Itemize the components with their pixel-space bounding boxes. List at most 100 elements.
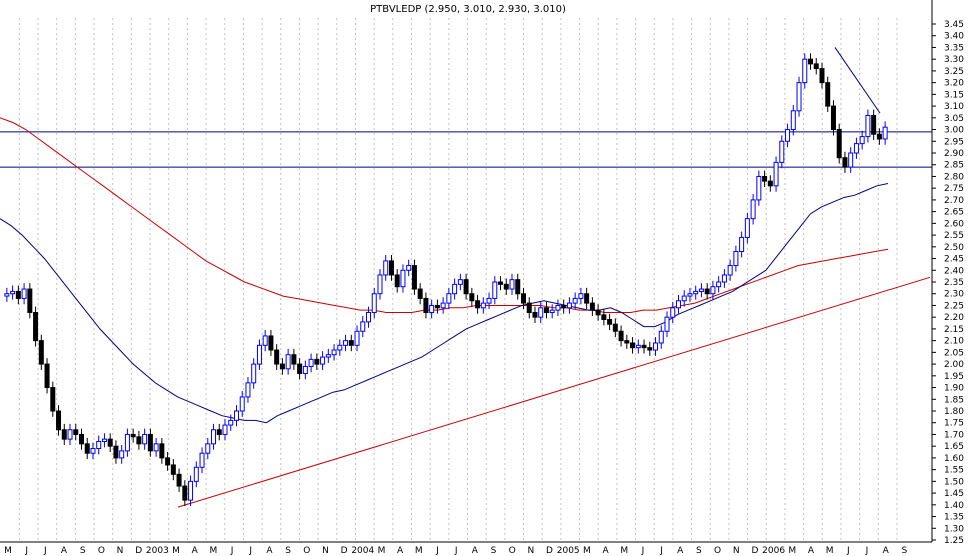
x-tick-label: A [266,546,273,556]
y-tick-label: 2.60 [944,219,964,229]
candle-body [750,199,756,220]
candle-body [796,82,802,112]
y-tick-label: 2.85 [944,161,964,171]
x-tick-label: N [322,546,329,556]
candle-body [216,429,222,435]
candle-body [555,304,561,311]
candle-body [865,114,871,138]
candle-body [130,433,136,438]
candle-body [612,323,618,332]
x-tick-label: J [435,546,439,556]
y-tick-label: 2.45 [944,255,964,265]
candle-body [739,236,745,253]
candle-body [44,363,50,389]
y-tick-label: 2.55 [944,231,964,241]
x-tick-label: J [865,546,869,556]
candle-body [584,293,590,304]
y-tick-label: 1.70 [944,430,964,440]
candle-body [733,251,739,267]
candle-body [84,443,90,454]
candle-body [498,281,504,285]
candle-body [848,152,854,168]
candle-body [262,335,268,346]
y-tick-label: 2.40 [944,266,964,276]
candle-body [136,436,142,445]
candle-body [159,443,165,459]
candle-body [308,358,314,367]
candle-body [549,309,555,313]
y-tick-label: 3.30 [944,55,964,65]
y-tick-label: 1.30 [944,524,964,534]
candle-body [641,344,647,349]
candle-body [377,274,383,295]
candle-body [457,279,463,285]
candle-body [394,274,400,288]
candle-body [538,307,544,318]
candle-body [354,330,360,346]
candle-body [228,419,234,426]
x-tick-label: A [677,546,684,556]
candle-body [400,269,406,288]
y-tick-label: 3.25 [944,67,964,77]
candle-body [607,319,613,325]
candle-body [647,347,653,351]
x-tick-label: D [135,546,142,556]
x-tick-label: N [527,546,534,556]
x-tick-label: M [620,546,628,556]
candle-body [790,110,796,131]
candle-body [360,321,366,332]
candle-body [779,140,785,163]
candle-body [480,302,486,309]
y-tick-label: 2.05 [944,348,964,358]
y-tick-label: 2.25 [944,301,964,311]
candle-body [371,293,377,313]
candle-body [446,293,452,304]
candle-body [762,175,768,182]
candle-body [268,335,274,351]
candle-body [595,309,601,316]
x-tick-label: 2005 [557,546,580,556]
y-tick-label: 1.45 [944,489,964,499]
candle-body [61,429,67,440]
candle-body [808,58,814,65]
candle-body [233,410,239,421]
candle-body [199,452,205,468]
x-tick-label: M [378,546,386,556]
x-tick-label: J [846,546,850,556]
candle-body [50,387,56,412]
candle-body [630,342,636,349]
y-tick-label: 2.30 [944,290,964,300]
candle-body [876,133,882,140]
candle-body [182,485,188,501]
candle-body [256,344,262,365]
candle-body [830,105,836,131]
candle-body [434,304,440,309]
y-tick-label: 1.50 [944,477,964,487]
candle-body [520,293,526,304]
candle-body [509,279,515,290]
candle-body [572,297,578,304]
y-tick-label: 2.20 [944,313,964,323]
candle-body [239,396,245,412]
y-tick-label: 3.45 [944,20,964,30]
candle-body [825,82,831,107]
y-tick-label: 2.80 [944,172,964,182]
x-tick-label: A [808,546,815,556]
candle-body [211,429,217,445]
candle-body [113,445,119,459]
candle-body [687,293,693,297]
candle-body [486,297,492,304]
moving-averages [0,117,889,424]
candle-body [704,288,710,295]
vertical-grid [18,18,898,540]
y-tick-label: 3.40 [944,32,964,42]
x-tick-label: A [472,546,479,556]
candle-body [411,265,417,290]
candle-body [297,363,303,374]
candle-body [142,433,148,445]
trendline-layer [177,47,931,508]
candle-body [463,279,469,295]
x-tick-label: M [788,546,796,556]
